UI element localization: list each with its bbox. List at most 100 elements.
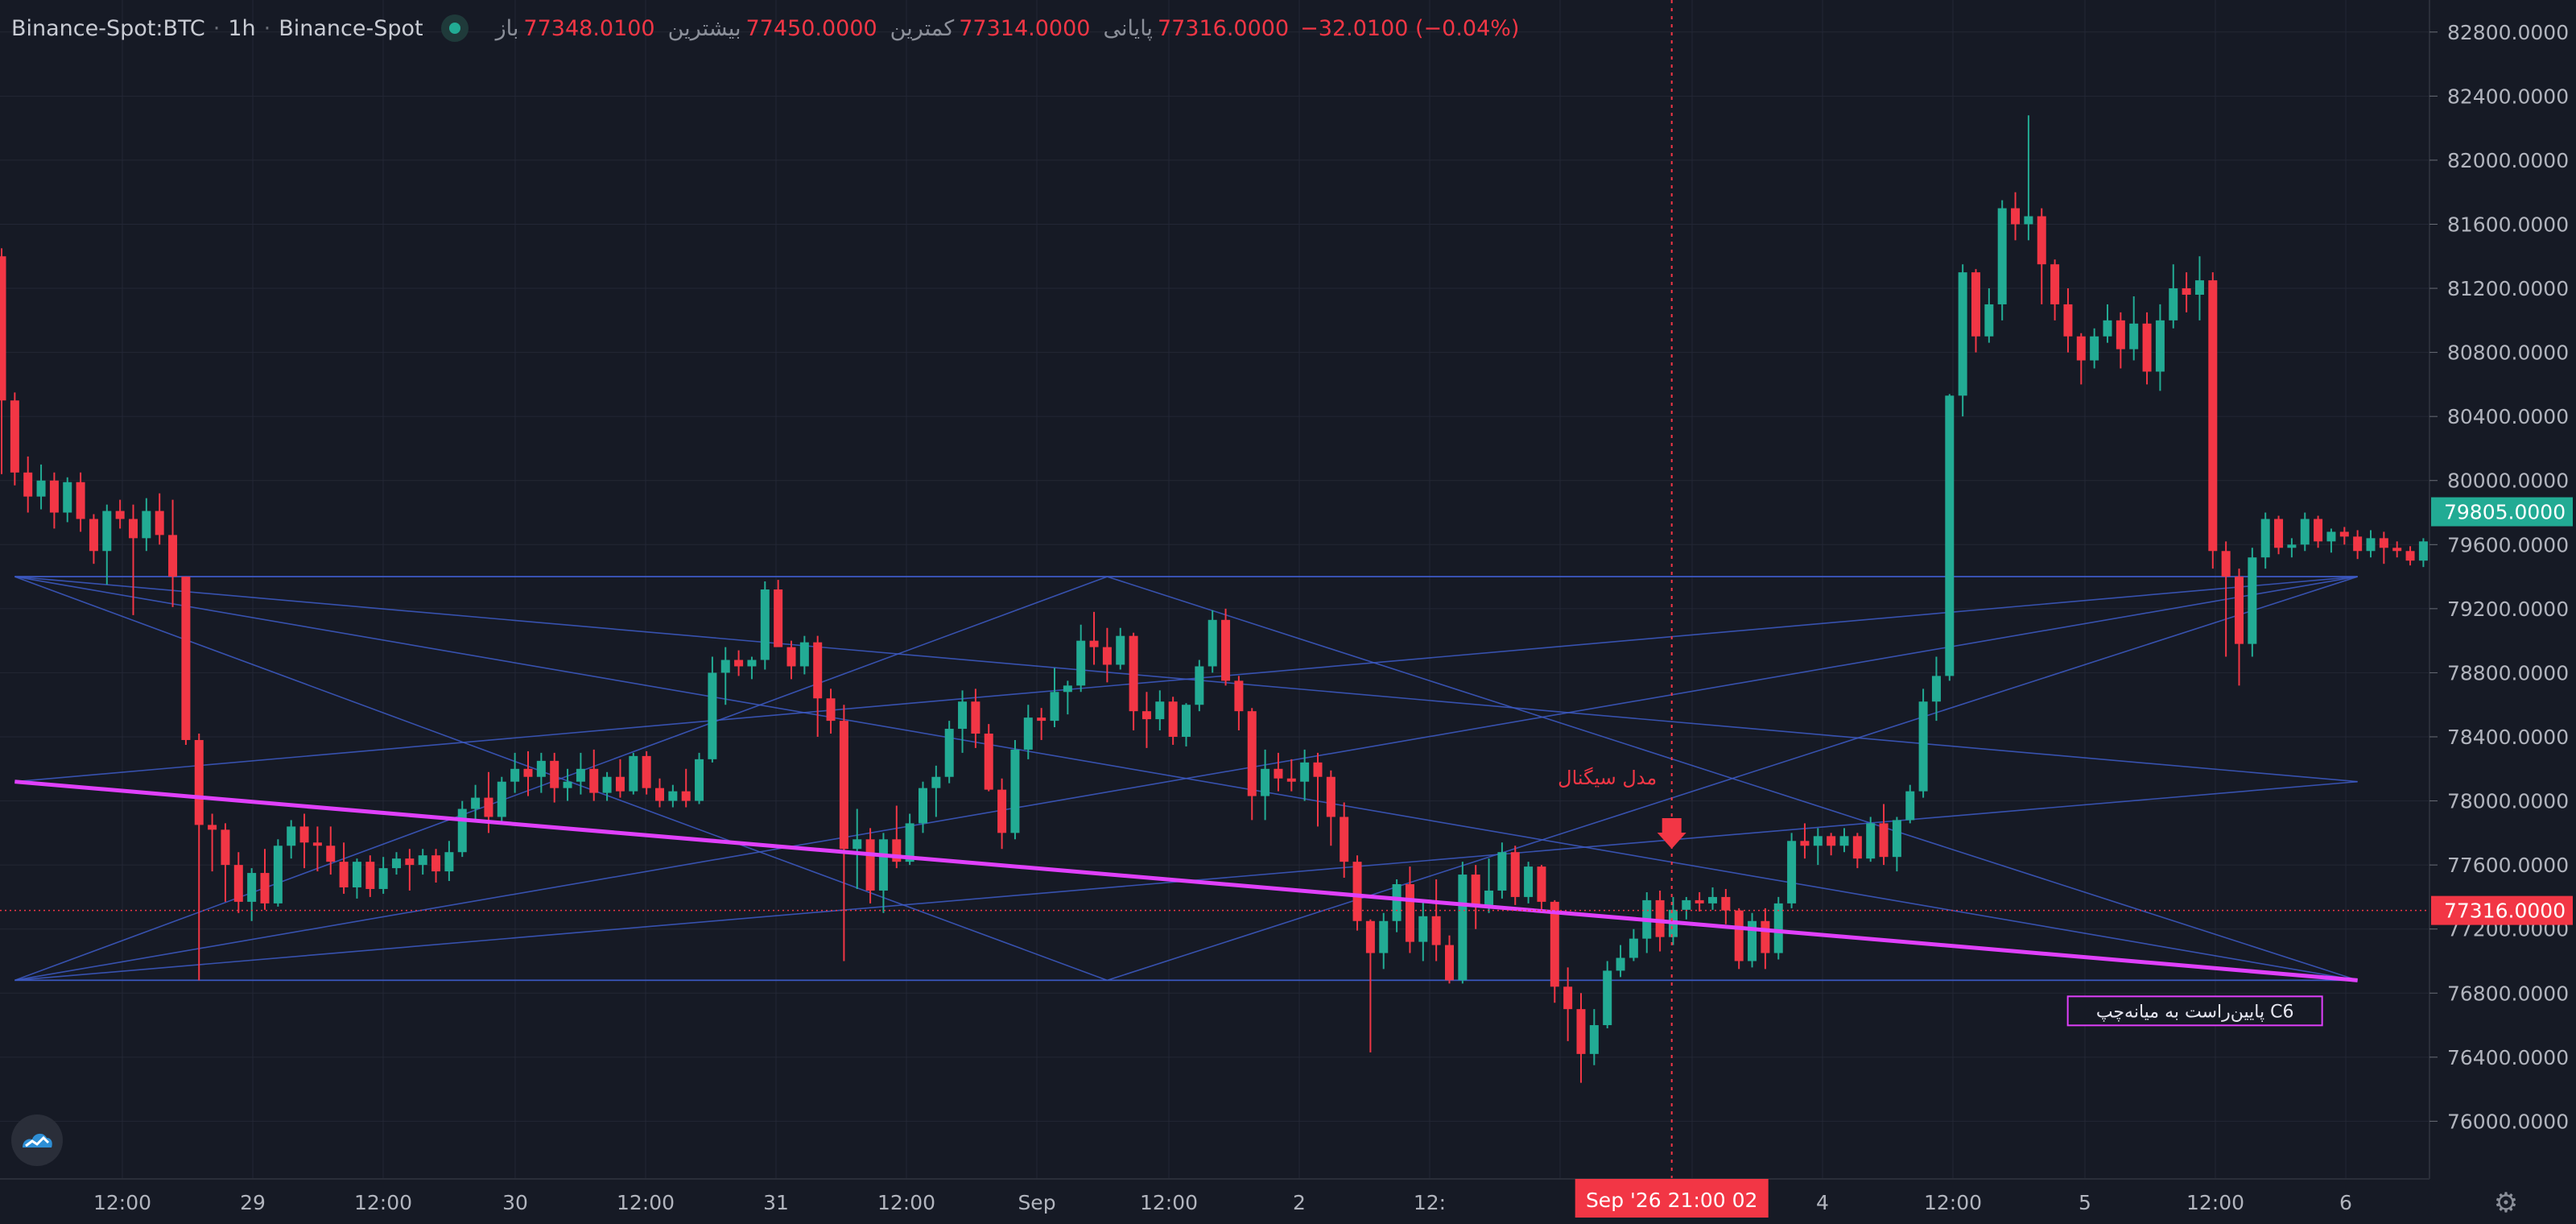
- candle-body: [668, 791, 678, 801]
- y-tick-label: 79200.0000: [2447, 598, 2569, 621]
- grid: [0, 0, 2429, 1179]
- candle-body: [786, 647, 796, 667]
- y-tick-label: 77600.0000: [2447, 854, 2569, 877]
- candle-body: [1931, 676, 1941, 702]
- candle-body: [1537, 866, 1546, 902]
- candle-body: [471, 797, 481, 809]
- candle-body: [2235, 577, 2244, 644]
- candle-body: [418, 855, 427, 866]
- candle-body: [194, 739, 204, 825]
- candle-body: [2353, 536, 2363, 552]
- exchange-name: Binance-Spot: [279, 15, 423, 41]
- candle-body: [576, 768, 585, 782]
- candle-body: [2011, 208, 2021, 225]
- low-value: 77314.0000: [959, 15, 1091, 41]
- candle-body: [1550, 901, 1559, 987]
- y-tick-label: 76400.0000: [2447, 1046, 2569, 1069]
- candle-body: [563, 781, 572, 788]
- candle-body: [2405, 551, 2415, 561]
- candle-body: [2274, 519, 2284, 548]
- candle-body: [1734, 910, 1744, 961]
- candle-body: [2208, 280, 2218, 552]
- candle-body: [1326, 776, 1335, 817]
- candle-body: [1379, 920, 1389, 953]
- candle-body: [695, 759, 704, 801]
- candle-body: [852, 839, 862, 850]
- candle-body: [2037, 216, 2046, 265]
- candle-body: [2063, 304, 2073, 337]
- candle-body: [1405, 884, 1414, 942]
- candle-body: [365, 862, 375, 889]
- candle-body: [1695, 899, 1704, 904]
- candle-body: [1984, 304, 1994, 337]
- y-tick-label: 79600.0000: [2447, 533, 2569, 556]
- candle-body: [905, 823, 914, 862]
- candle-body: [392, 858, 401, 869]
- candle-body: [287, 826, 296, 846]
- candle-body: [1102, 647, 1112, 665]
- candle-body: [208, 825, 217, 830]
- candle-body: [1839, 836, 1849, 846]
- trendline-label-box: [2066, 995, 2323, 1027]
- candle-body: [1141, 711, 1151, 720]
- close-value: 77316.0000: [1157, 15, 1290, 41]
- y-tick-label: 80800.0000: [2447, 341, 2569, 365]
- candle-body: [813, 642, 823, 699]
- candle-body: [602, 776, 612, 793]
- candle-body: [523, 768, 533, 777]
- y-tick-label: 81600.0000: [2447, 213, 2569, 236]
- candles: [0, 115, 2573, 1083]
- candle-body: [339, 862, 349, 887]
- candle-body: [0, 256, 6, 401]
- ohlc-legend: Binance-Spot:BTC · 1h · Binance-Spot باز…: [11, 14, 1520, 42]
- x-tick-label: 4: [1816, 1191, 1829, 1214]
- candle-body: [168, 535, 178, 577]
- interval-label[interactable]: 1h: [228, 15, 256, 41]
- candle-body: [2221, 551, 2231, 577]
- candle-body: [1866, 823, 1876, 859]
- candle-body: [102, 511, 112, 552]
- logo-icon[interactable]: [11, 1114, 63, 1166]
- candle-body: [1997, 208, 2007, 304]
- candle-body: [1116, 635, 1125, 665]
- candle-body: [1589, 1025, 1599, 1054]
- last-price-tag-bg: [2431, 895, 2573, 925]
- y-tick-label: 78800.0000: [2447, 661, 2569, 684]
- symbol-name[interactable]: Binance-Spot:BTC: [11, 15, 205, 41]
- candle-body: [155, 511, 164, 536]
- x-tick-label: 12:00: [93, 1191, 151, 1214]
- candle-body: [615, 776, 625, 792]
- settings-icon[interactable]: ⚙: [2493, 1187, 2519, 1219]
- candle-body: [221, 829, 230, 866]
- candle-body: [1352, 862, 1362, 921]
- y-tick-label: 82000.0000: [2447, 149, 2569, 172]
- candle-body: [247, 873, 257, 902]
- candle-body: [1010, 749, 1020, 833]
- candle-body: [273, 846, 283, 904]
- candle-body: [1063, 685, 1072, 693]
- candle-body: [774, 589, 783, 647]
- candle-body: [971, 701, 980, 734]
- candle-body: [129, 519, 138, 539]
- y-tick-label: 82800.0000: [2447, 21, 2569, 44]
- trendline: [14, 779, 2358, 982]
- candle-body: [1340, 817, 1349, 862]
- x-tick-label: 12:00: [2186, 1191, 2244, 1214]
- candle-body: [1365, 920, 1375, 953]
- candle-body: [1563, 986, 1573, 1010]
- candle-body: [2024, 216, 2033, 225]
- pattern-line: [14, 576, 1108, 982]
- open-value: 77348.0100: [523, 15, 655, 41]
- candle-body: [826, 698, 836, 722]
- y-tick-label: 80000.0000: [2447, 469, 2569, 493]
- candle-body: [260, 873, 270, 904]
- y-tick-label: 78000.0000: [2447, 790, 2569, 813]
- candle-body: [1945, 395, 1955, 676]
- candle-body: [944, 729, 954, 777]
- candle-body: [142, 511, 151, 539]
- candle-body: [2260, 519, 2270, 558]
- candle-body: [2392, 548, 2402, 552]
- candle-body: [2182, 288, 2191, 295]
- x-tick-label: Sep: [1018, 1191, 1055, 1214]
